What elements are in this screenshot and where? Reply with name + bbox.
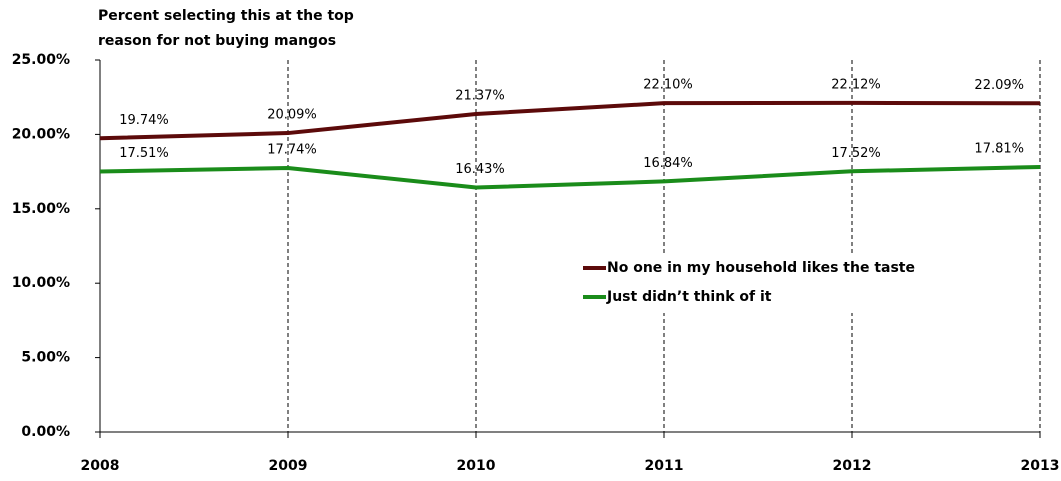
x-tick-label: 2009: [269, 458, 308, 474]
data-label: 22.12%: [831, 77, 881, 92]
y-tick-label: 25.00%: [12, 52, 70, 68]
legend-label: No one in my household likes the taste: [607, 260, 915, 276]
y-tick-label: 0.00%: [21, 424, 70, 440]
y-tick-label: 20.00%: [12, 126, 70, 142]
data-label: 16.43%: [455, 162, 505, 177]
y-tick-label: 15.00%: [12, 201, 70, 217]
data-label: 17.81%: [974, 141, 1024, 156]
x-tick-label: 2010: [457, 458, 496, 474]
chart-title: Percent selecting this at the top: [98, 8, 354, 24]
data-label: 22.09%: [974, 78, 1024, 93]
series-line: [99, 164, 1041, 190]
x-tick-label: 2008: [81, 458, 120, 474]
x-tick-label: 2011: [645, 458, 684, 474]
legend-label: Just didn’t think of it: [606, 289, 772, 305]
legend-box: [578, 253, 958, 313]
y-tick-label: 5.00%: [21, 350, 70, 366]
x-tick-label: 2012: [833, 458, 872, 474]
series-line: [99, 100, 1041, 141]
data-label: 17.52%: [831, 146, 881, 161]
data-label: 19.74%: [119, 113, 169, 128]
y-tick-label: 10.00%: [12, 275, 70, 291]
data-label: 17.74%: [267, 143, 317, 158]
x-tick-label: 2013: [1021, 458, 1060, 474]
data-label: 22.10%: [643, 78, 693, 93]
data-label: 16.84%: [643, 156, 693, 171]
data-label: 21.37%: [455, 89, 505, 104]
chart-title: reason for not buying mangos: [98, 33, 336, 49]
data-label: 17.51%: [119, 146, 169, 161]
data-label: 20.09%: [267, 108, 317, 123]
